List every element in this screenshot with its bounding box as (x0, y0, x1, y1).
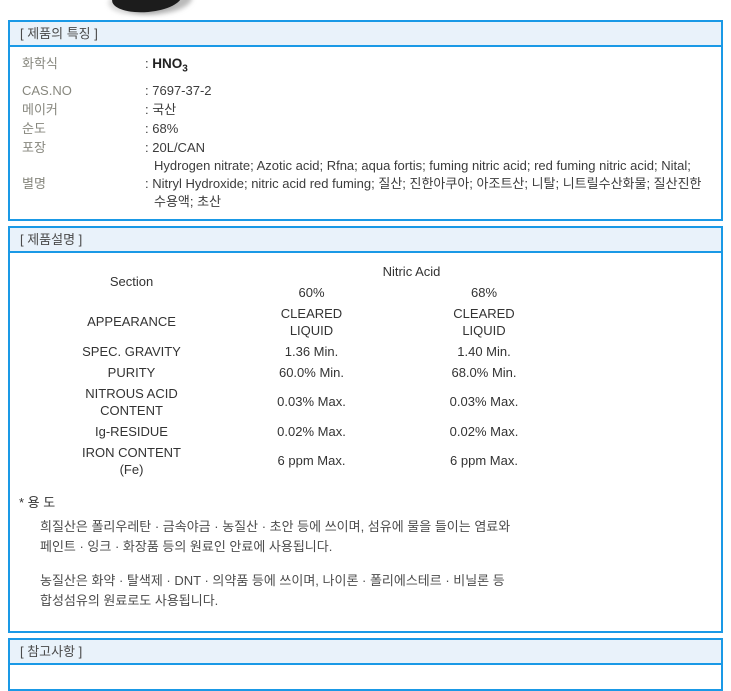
notes-body (10, 664, 721, 689)
spec-value-68: 0.02% Max. (449, 423, 519, 439)
feature-row-casno: CAS.NO : 7697-37-2 (22, 81, 709, 100)
spec-value-60: 60.0% Min. (278, 364, 345, 380)
description-body: Section Nitric Acid 60% 68% APPEARANCE C… (10, 252, 721, 631)
feature-row-maker: 메이커 : 국산 (22, 100, 709, 119)
feature-label: CAS.NO (22, 82, 72, 98)
colon: : (145, 139, 149, 155)
spec-section-header: Section (109, 274, 154, 290)
feature-row-packaging: 포장 : 20L/CAN (22, 138, 709, 157)
value-text: 68% (152, 120, 179, 136)
spec-value-60: 0.02% Max. (277, 423, 346, 439)
spec-col-60: 60% (298, 284, 325, 300)
section-header-notes: [ 참고사항 ] (10, 639, 721, 665)
feature-row-formula: 화학식 : HNO3 (22, 53, 709, 81)
spec-value-60: 0.03% Max. (277, 394, 346, 410)
feature-label: 포장 (22, 139, 46, 155)
spec-header-row-2: 60% 68% (24, 282, 584, 303)
feature-value: : 7697-37-2 (145, 81, 212, 100)
usage-paragraph-1-line-2: 페인트 · 잉크 · 화장품 등의 원료인 안료에 사용됩니다. (40, 538, 333, 554)
feature-label: 메이커 (22, 101, 58, 117)
usage-paragraph-2-line-2: 합성섬유의 원료로도 사용됩니다. (40, 592, 219, 608)
value-text: 7697-37-2 (152, 82, 212, 98)
spec-value-68: 0.03% Max. (449, 394, 519, 410)
alias-value: Hydrogen nitrate; Azotic acid; Rfna; aqu… (145, 157, 702, 211)
formula-text: HNO (152, 56, 183, 71)
alias-line-2: : Nitryl Hydroxide; nitric acid red fumi… (145, 175, 702, 191)
spec-group-header: Nitric Acid (382, 263, 441, 279)
spec-name: SPEC. GRAVITY (82, 343, 181, 359)
spec-value-68: CLEARED LIQUID (453, 305, 515, 338)
feature-value: : 국산 (145, 100, 176, 119)
formula-subscript: 3 (182, 63, 188, 75)
spec-row-iron-content: IRON CONTENT (Fe) 6 ppm Max. 6 ppm Max. (24, 442, 584, 480)
spec-name: NITROUS ACID CONTENT (85, 385, 178, 418)
spec-name: APPEARANCE (87, 314, 176, 330)
feature-label: 화학식 (22, 56, 58, 71)
spec-value-68: 6 ppm Max. (450, 453, 518, 469)
spec-table: Section Nitric Acid 60% 68% APPEARANCE C… (24, 261, 584, 480)
spec-name: IRON CONTENT (Fe) (82, 444, 181, 477)
feature-label: 별명 (22, 175, 46, 191)
features-body: 화학식 : HNO3 CAS.NO : 7697-37-2 메이커 : 국산 순… (10, 47, 721, 219)
section-header-features: [ 제품의 특징 ] (10, 22, 721, 47)
spec-value-60: 1.36 Min. (284, 343, 339, 359)
section-product-features: [ 제품의 특징 ] 화학식 : HNO3 CAS.NO : 7697-37-2… (8, 20, 723, 221)
spec-row-ig-residue: Ig-RESIDUE 0.02% Max. 0.02% Max. (24, 421, 584, 442)
spec-row-gravity: SPEC. GRAVITY 1.36 Min. 1.40 Min. (24, 341, 584, 362)
feature-value: : HNO3 (145, 53, 188, 81)
spec-value-60: CLEARED LIQUID (280, 305, 343, 338)
colon: : (145, 120, 149, 136)
spec-value-60: 6 ppm Max. (277, 453, 346, 469)
product-photo-area (0, 0, 731, 20)
usage-heading: * 용 도 (19, 494, 56, 510)
section-header-description: [ 제품설명 ] (10, 227, 721, 253)
spec-value-68: 68.0% Min. (451, 364, 517, 380)
spec-row-nitrous-acid: NITROUS ACID CONTENT 0.03% Max. 0.03% Max… (24, 383, 584, 421)
spec-col-68: 68% (470, 284, 498, 300)
feature-value: : 68% (145, 119, 178, 138)
alias-line-1: Hydrogen nitrate; Azotic acid; Rfna; aqu… (154, 157, 691, 173)
spec-header-row-1: Section Nitric Acid (24, 261, 584, 290)
value-text: 20L/CAN (152, 139, 205, 155)
section-notes: [ 참고사항 ] (8, 637, 723, 691)
spec-row-appearance: APPEARANCE CLEARED LIQUID CLEARED LIQUID (24, 303, 584, 341)
spec-value-68: 1.40 Min. (457, 343, 511, 359)
feature-value: : 20L/CAN (145, 138, 205, 157)
value-text: 국산 (152, 101, 177, 117)
colon: : (145, 82, 149, 98)
feature-label: 순도 (22, 120, 46, 136)
usage-paragraph-2-line-1: 농질산은 화약 · 탈색제 · DNT · 의약품 등에 쓰이며, 나이론 · … (40, 572, 505, 588)
product-photo-partial (110, 0, 184, 15)
section-product-description: [ 제품설명 ] Section Nitric Acid 60% 68% APP… (8, 225, 723, 633)
alias-line-3: 수용액; 초산 (154, 193, 222, 209)
feature-row-purity: 순도 : 68% (22, 119, 709, 138)
spec-row-purity: PURITY 60.0% Min. 68.0% Min. (24, 362, 584, 383)
usage-section: * 용 도 희질산은 폴리우레탄 · 금속야금 · 농질산 · 초안 등에 쓰이… (19, 494, 711, 611)
spec-name: PURITY (107, 364, 156, 380)
colon: : (145, 101, 149, 117)
usage-paragraph-1-line-1: 희질산은 폴리우레탄 · 금속야금 · 농질산 · 초안 등에 쓰이며, 섬유에… (40, 518, 511, 534)
spec-name: Ig-RESIDUE (95, 423, 168, 439)
colon: : (145, 56, 149, 71)
feature-row-alias: 별명 Hydrogen nitrate; Azotic acid; Rfna; … (22, 157, 709, 211)
